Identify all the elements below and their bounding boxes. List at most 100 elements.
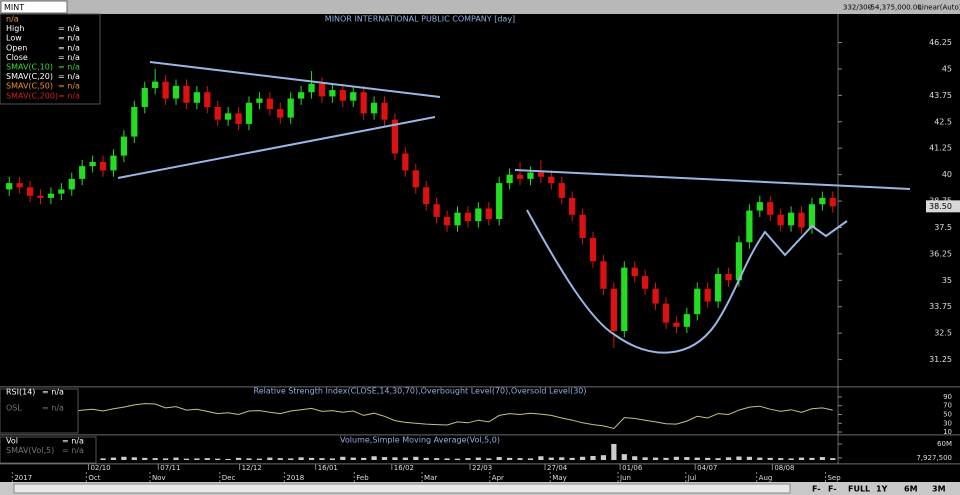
y-tick-label: 70 (943, 402, 952, 410)
candle-body (193, 92, 200, 103)
y-tick-label: 40 (942, 170, 952, 179)
volume-bar (642, 457, 648, 460)
nav-button[interactable]: F- (812, 485, 821, 494)
candle-body (297, 92, 305, 99)
candle-body (443, 216, 451, 226)
volume-bar (100, 458, 106, 460)
y-tick-label: 50 (943, 411, 952, 419)
legend-value: = n/a (42, 388, 64, 397)
range-button[interactable]: 1Y (876, 485, 888, 494)
candle-body (99, 161, 107, 171)
candle-body (746, 210, 753, 243)
month-label: Oct (88, 474, 100, 482)
range-button[interactable]: 3M (932, 485, 946, 494)
candle-body (79, 166, 86, 179)
volume-bar (746, 456, 752, 460)
legend-name: Close (6, 53, 28, 62)
volume-bar (465, 458, 471, 460)
candle-body (527, 172, 534, 179)
range-button[interactable]: FULL (848, 485, 870, 494)
y-tick-label: 33.75 (929, 302, 952, 311)
scroll-track[interactable] (13, 483, 791, 494)
volume-bar (715, 458, 721, 460)
candle-body (589, 238, 597, 262)
volume-bar (632, 456, 638, 460)
candle-body (172, 85, 180, 99)
legend-value: = n/a (58, 24, 80, 33)
volume-bar (569, 457, 575, 460)
candle-body (475, 208, 482, 222)
y-tick-label: 35 (942, 276, 952, 285)
x-tick-label: 16/01 (318, 464, 338, 472)
month-label: Mar (424, 474, 437, 482)
month-label: 2017 (14, 474, 32, 482)
legend-name: Open (6, 43, 27, 52)
candle-body (266, 98, 273, 110)
month-label: Sep (827, 474, 841, 482)
legend-name: SMAV(C,200) (6, 91, 58, 100)
legend-value: = n/a (58, 53, 80, 62)
y-tick-label: 36.25 (929, 249, 952, 258)
candle-body (683, 314, 690, 327)
nav-button[interactable]: F- (828, 485, 837, 494)
candle-body (631, 267, 638, 277)
candle-body (454, 212, 461, 226)
volume-bar (527, 458, 534, 460)
candle-body (381, 102, 388, 120)
candle-body (277, 109, 284, 118)
y-tick-label: 46.25 (929, 38, 952, 47)
candle-body (819, 197, 826, 205)
volume-bar (162, 458, 169, 460)
candle-body (245, 102, 253, 124)
volume-bar (444, 458, 450, 460)
candle-body (318, 83, 326, 97)
panel-sep (0, 463, 960, 465)
legend-name: OSL (6, 404, 22, 413)
volume-bar (381, 457, 388, 460)
candle-body (370, 102, 378, 114)
volume-bar (538, 456, 544, 460)
candle-body (308, 83, 315, 93)
volume-bar (423, 457, 429, 460)
volume-bar (778, 458, 784, 460)
volume-bar (684, 457, 690, 460)
volume-bar (694, 457, 700, 460)
candle-body (16, 183, 23, 188)
symbol-input[interactable] (0, 0, 68, 14)
legend-name: n/a (6, 15, 19, 24)
legend-name: SMAV(Vol,5) (6, 446, 54, 455)
range-button[interactable]: 6M (904, 485, 918, 494)
candle-body (183, 85, 190, 103)
volume-bar (434, 458, 440, 460)
volume-bar (517, 458, 523, 460)
y-tick-label: 32.5 (934, 329, 952, 338)
volume-bar (350, 457, 356, 460)
y-tick-label: 31.25 (929, 355, 952, 364)
scale-mode[interactable]: Linear(Auto) (918, 4, 960, 12)
candle-body (600, 261, 607, 289)
month-label: Dec (222, 474, 236, 482)
volume-bar (809, 457, 815, 460)
candle-body (704, 288, 711, 302)
drawn-annotations (117, 61, 911, 354)
y-tick-label: 90 (943, 393, 952, 401)
volume-bar (131, 457, 137, 460)
candle-body (558, 183, 565, 198)
legend-name: SMAV(C,50) (6, 82, 53, 91)
legend-value: = n/a (58, 91, 80, 100)
x-tick-label: 12/12 (242, 464, 262, 472)
volume-bar (559, 457, 565, 460)
legend-name: Low (6, 34, 22, 43)
legend-value: = n/a (62, 446, 84, 455)
rsi-legend-box (0, 388, 79, 434)
candle-body (287, 98, 294, 118)
candle-body (485, 208, 492, 220)
candle-body (777, 214, 784, 226)
candle-body (642, 276, 649, 289)
volume-bar (204, 458, 210, 460)
candle-body (433, 204, 440, 217)
volume-bar (767, 457, 773, 460)
x-tick-label: 02/10 (90, 464, 110, 472)
rsi-line (9, 403, 833, 430)
